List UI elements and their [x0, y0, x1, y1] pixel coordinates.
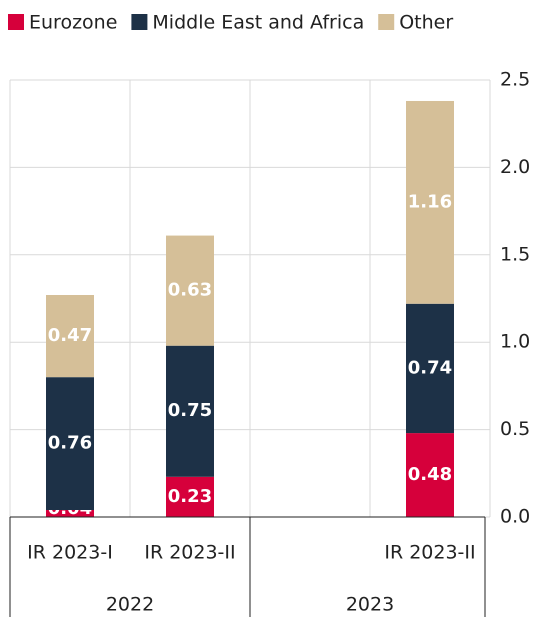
bar-segment — [166, 345, 214, 477]
legend-swatch — [131, 14, 148, 30]
bar-segment — [406, 303, 454, 434]
value-label: 0.63 — [168, 280, 212, 301]
y-tick-label: 2.0 — [500, 156, 530, 178]
value-label: 1.16 — [408, 191, 452, 212]
bar-segment — [46, 510, 94, 517]
legend-label: Eurozone — [29, 12, 117, 34]
legend-swatch — [8, 14, 24, 30]
x-tick-label: IR 2023-II — [384, 542, 475, 564]
bar-segment — [166, 235, 214, 346]
y-tick-label: 0.0 — [500, 506, 530, 528]
legend-swatch — [378, 14, 395, 30]
bar-segment — [46, 377, 94, 511]
x-tick-label: IR 2023-I — [27, 542, 113, 564]
group-label: 2022 — [106, 594, 154, 616]
group-label: 2023 — [346, 594, 394, 616]
legend-label: Middle East and Africa — [152, 12, 364, 34]
value-label: 0.47 — [48, 325, 92, 346]
y-tick-label: 0.5 — [500, 418, 530, 440]
y-tick-label: 2.5 — [500, 69, 530, 91]
bar-segment — [46, 295, 94, 378]
value-label: 0.75 — [168, 400, 212, 421]
bar-segment — [166, 476, 214, 517]
value-label: 0.74 — [408, 357, 452, 378]
bar-segment — [406, 100, 454, 304]
bar-segment — [406, 433, 454, 517]
x-tick-label: IR 2023-II — [144, 542, 235, 564]
y-tick-label: 1.5 — [500, 243, 530, 265]
value-label: 0.76 — [48, 433, 92, 454]
value-label: 0.23 — [168, 486, 212, 507]
legend-label: Other — [399, 12, 453, 34]
y-tick-label: 1.0 — [500, 331, 530, 353]
value-label: 0.48 — [408, 464, 452, 485]
